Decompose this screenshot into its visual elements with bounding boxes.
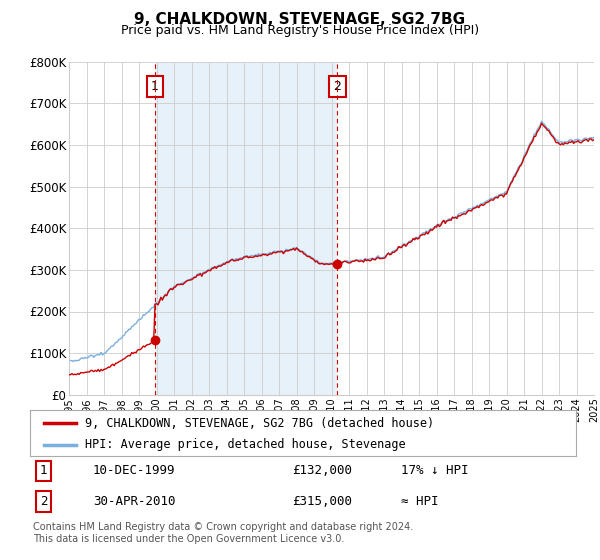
Text: 2: 2 bbox=[334, 80, 341, 93]
Text: £132,000: £132,000 bbox=[292, 464, 352, 478]
Text: 9, CHALKDOWN, STEVENAGE, SG2 7BG: 9, CHALKDOWN, STEVENAGE, SG2 7BG bbox=[134, 12, 466, 27]
Text: ≈ HPI: ≈ HPI bbox=[401, 495, 439, 508]
Text: Contains HM Land Registry data © Crown copyright and database right 2024.
This d: Contains HM Land Registry data © Crown c… bbox=[33, 522, 413, 544]
Text: 1: 1 bbox=[151, 80, 159, 93]
Text: 1: 1 bbox=[40, 464, 47, 478]
Text: 9, CHALKDOWN, STEVENAGE, SG2 7BG (detached house): 9, CHALKDOWN, STEVENAGE, SG2 7BG (detach… bbox=[85, 417, 434, 430]
Text: £315,000: £315,000 bbox=[292, 495, 352, 508]
Text: HPI: Average price, detached house, Stevenage: HPI: Average price, detached house, Stev… bbox=[85, 438, 405, 451]
Bar bbox=[155, 62, 337, 395]
Text: 17% ↓ HPI: 17% ↓ HPI bbox=[401, 464, 469, 478]
Text: 10-DEC-1999: 10-DEC-1999 bbox=[93, 464, 175, 478]
Text: 30-APR-2010: 30-APR-2010 bbox=[93, 495, 175, 508]
Text: 2: 2 bbox=[40, 495, 47, 508]
Text: Price paid vs. HM Land Registry's House Price Index (HPI): Price paid vs. HM Land Registry's House … bbox=[121, 24, 479, 36]
